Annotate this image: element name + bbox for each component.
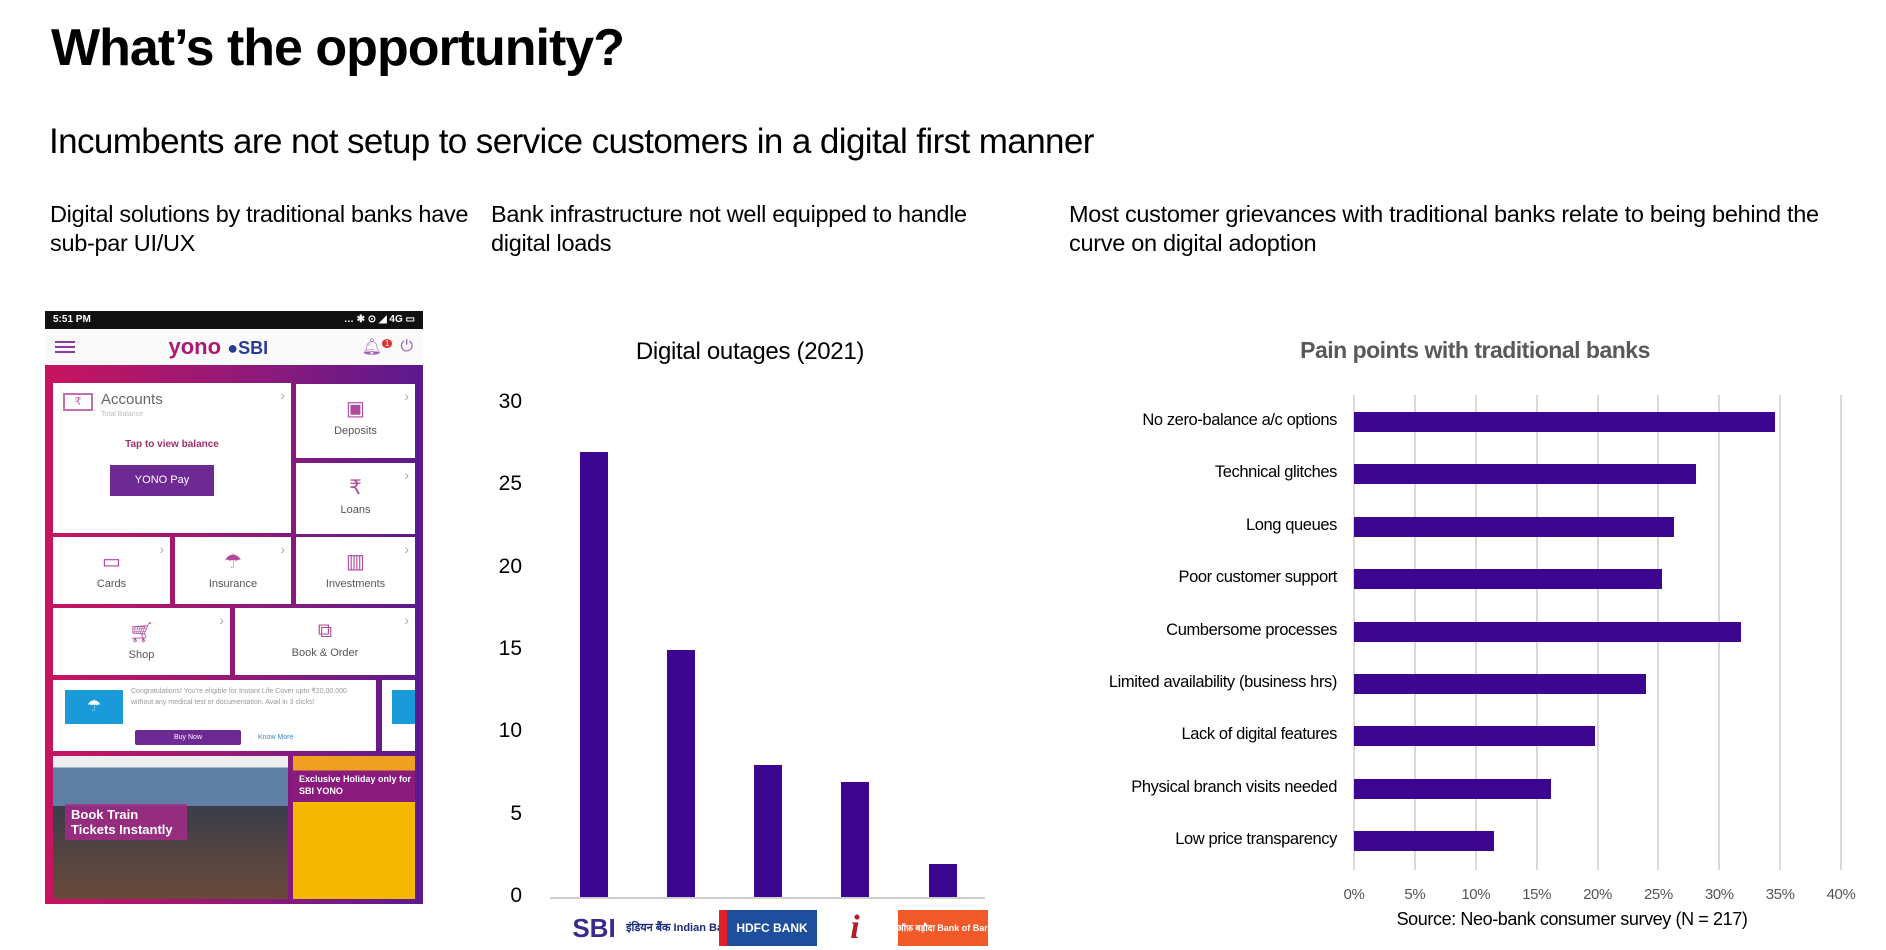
pain-points-chart: 0% 5% 10% 15% 20% 25% 30% 35% 40% No zero-balance… — [0, 0, 1856, 903]
category-label: Limited availability (business hrs) — [1108, 673, 1338, 691]
column-heading-grievances: Most customer grievances with traditiona… — [1069, 201, 1819, 256]
shop-tile: › 🛒︎ Shop — [53, 608, 230, 675]
outage-bar — [580, 452, 608, 897]
y-tick-label: 5 — [510, 801, 522, 825]
promo-card: ☂ Congratulations! You're eligible for I… — [53, 680, 376, 751]
page-title: What’s the opportunity? — [51, 19, 625, 77]
pain-point-bar — [1354, 412, 1776, 432]
outage-bar — [754, 765, 782, 897]
x-tick-label: 15% — [1522, 886, 1552, 903]
deposits-tile: › ▣ Deposits — [296, 384, 415, 458]
gridline — [1779, 395, 1782, 870]
x-tick-label: 30% — [1704, 886, 1734, 903]
pain-point-bar — [1354, 831, 1494, 852]
pain-point-bar — [1354, 621, 1742, 642]
x-tick-label: 25% — [1643, 886, 1673, 903]
y-tick-label: 20 — [498, 554, 522, 578]
pain-point-bar — [1354, 569, 1663, 590]
pain-point-bar — [1354, 726, 1596, 747]
y-tick-label: 10 — [498, 719, 522, 743]
category-label: Poor customer support — [1178, 568, 1337, 587]
gridline — [1840, 395, 1842, 870]
category-label: Low price transparency — [1175, 830, 1337, 849]
outage-bar — [667, 650, 695, 897]
cards-tile: › ▭ Cards — [53, 537, 170, 604]
status-icons: … ✱ ⊙ ◢ 4G ▭ — [343, 314, 415, 325]
umbrella-icon: ☂ — [65, 690, 123, 724]
category-label: No zero-balance a/c options — [1142, 411, 1337, 429]
outage-bar — [929, 864, 957, 897]
outages-chart: 0 5 10 15 20 25 30 SBI इंडियन बैंक Indian Bank HD… — [0, 0, 1004, 946]
category-label: Physical branch visits needed — [1131, 777, 1337, 796]
y-tick-label: 0 — [510, 884, 522, 907]
bank-logo-indian-bank: इंडियन बैंक Indian Bank — [626, 922, 736, 934]
outage-bar — [841, 781, 869, 897]
pain-point-bar — [1354, 674, 1647, 694]
app-header: yono ●SBI 🔔︎ 1 ⏻ — [45, 329, 423, 365]
bank-logo-sbi: SBI — [572, 912, 616, 943]
x-tick-label: 20% — [1583, 886, 1612, 903]
menu-icon — [55, 341, 75, 353]
outages-chart-title: Digital outages (2021) — [635, 338, 865, 365]
pain-points-chart-title: Pain points with traditional banks — [1300, 337, 1650, 363]
insurance-tile: › ☂ Insurance — [175, 537, 291, 604]
outages-x-axis — [550, 897, 985, 899]
book-order-tile: › ⧉ Book & Order — [235, 608, 415, 675]
category-label: Lack of digital features — [1181, 725, 1338, 744]
x-tick-label: 35% — [1765, 886, 1795, 903]
category-label: Technical glitches — [1214, 463, 1338, 482]
category-label: Cumbersome processes — [1166, 620, 1337, 639]
bank-logo-bank-of-baroda: बैंक ऑफ़ बड़ौदा Bank of Baroda — [882, 910, 1004, 946]
page-subtitle: Incumbents are not setup to service cust… — [49, 122, 1094, 161]
x-tick-label: 10% — [1461, 886, 1491, 903]
chart-source: Source: Neo-bank consumer survey (N = 21… — [1396, 909, 1748, 929]
pain-point-bar — [1354, 516, 1675, 537]
loans-tile: › ₹ Loans — [296, 463, 415, 534]
accounts-tile: › ₹ Accounts Total Balance Tap to view b… — [53, 383, 291, 533]
y-tick-label: 25 — [498, 472, 522, 496]
y-tick-label: 30 — [498, 390, 522, 413]
bank-logo-icici: i — [850, 909, 860, 946]
x-tick-label: 5% — [1404, 886, 1426, 903]
status-time: 5:51 PM — [53, 314, 91, 325]
train-banner: Book Train Tickets Instantly — [53, 756, 288, 899]
yono-app-screenshot: 5:51 PM … ✱ ⊙ ◢ 4G ▭ yono ●SBI 🔔︎ 1 ⏻ › ₹… — [45, 311, 423, 904]
pain-point-bar — [1354, 778, 1552, 799]
yono-pay-button: YONO Pay — [110, 465, 214, 496]
yono-sbi-logo: yono ●SBI — [168, 334, 269, 359]
category-label: Long queues — [1245, 515, 1337, 534]
bell-icon: 🔔︎ 1 — [362, 337, 393, 357]
investments-tile: › ▥ Investments — [296, 537, 415, 604]
holiday-banner: Exclusive Holiday only for SBI YONO — [293, 756, 415, 899]
power-icon: ⏻ — [400, 338, 413, 355]
status-bar: 5:51 PM … ✱ ⊙ ◢ 4G ▭ — [45, 311, 423, 329]
bank-logo-hdfc-bank: HDFC BANK — [719, 910, 817, 946]
pain-point-bar — [1354, 464, 1697, 485]
y-tick-label: 15 — [498, 637, 522, 660]
column-heading-ui: Digital solutions by traditional banks h… — [50, 201, 469, 256]
x-tick-label: 0% — [1343, 886, 1365, 903]
column-heading-infra: Bank infrastructure not well equipped to… — [491, 201, 967, 256]
x-tick-label: 40% — [1826, 886, 1856, 903]
